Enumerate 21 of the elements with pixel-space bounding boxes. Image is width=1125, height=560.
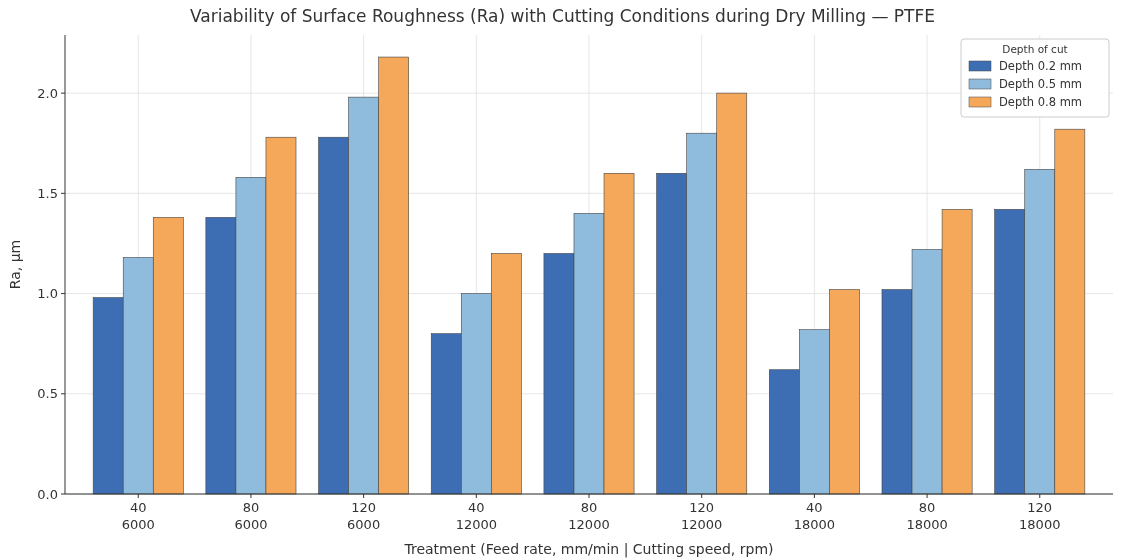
- legend-label: Depth 0.8 mm: [999, 95, 1083, 110]
- x-axis-title: Treatment (Feed rate, mm/min | Cutting speed, rpm): [403, 541, 774, 558]
- chart-title: Variability of Surface Roughness (Ra) with Cutting Conditions during Dry Milling — PTFE: [190, 6, 935, 26]
- y-tick-label: 1.5: [37, 185, 58, 201]
- y-tick-label: 2.0: [37, 85, 58, 101]
- x-tick-label: 40 18000: [793, 500, 836, 532]
- x-tick-label: 40 6000: [121, 500, 155, 532]
- legend-title: Depth of cut: [1002, 43, 1068, 55]
- legend-label: Depth 0.5 mm: [999, 77, 1083, 92]
- y-tick-label: 0.5: [37, 386, 58, 402]
- x-tick-label: 120 18000: [1019, 500, 1061, 532]
- x-tick-label: 120 12000: [681, 500, 723, 532]
- y-tick-label: 0.0: [37, 486, 58, 502]
- legend-label: Depth 0.2 mm: [999, 59, 1083, 74]
- x-tick-label: 80 12000: [568, 500, 610, 532]
- y-tick-label: 1.0: [37, 286, 58, 302]
- x-tick-label: 40 12000: [455, 500, 497, 532]
- x-tick-label: 120 6000: [347, 500, 381, 532]
- y-axis-title: Ra, µm: [7, 239, 23, 290]
- x-tick-label: 80 18000: [906, 500, 948, 532]
- x-tick-label: 80 6000: [234, 500, 268, 532]
